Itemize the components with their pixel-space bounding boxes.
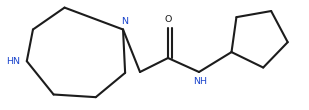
Text: N: N — [121, 17, 129, 26]
Text: HN: HN — [6, 57, 20, 66]
Text: NH: NH — [193, 76, 207, 85]
Text: O: O — [164, 15, 172, 24]
